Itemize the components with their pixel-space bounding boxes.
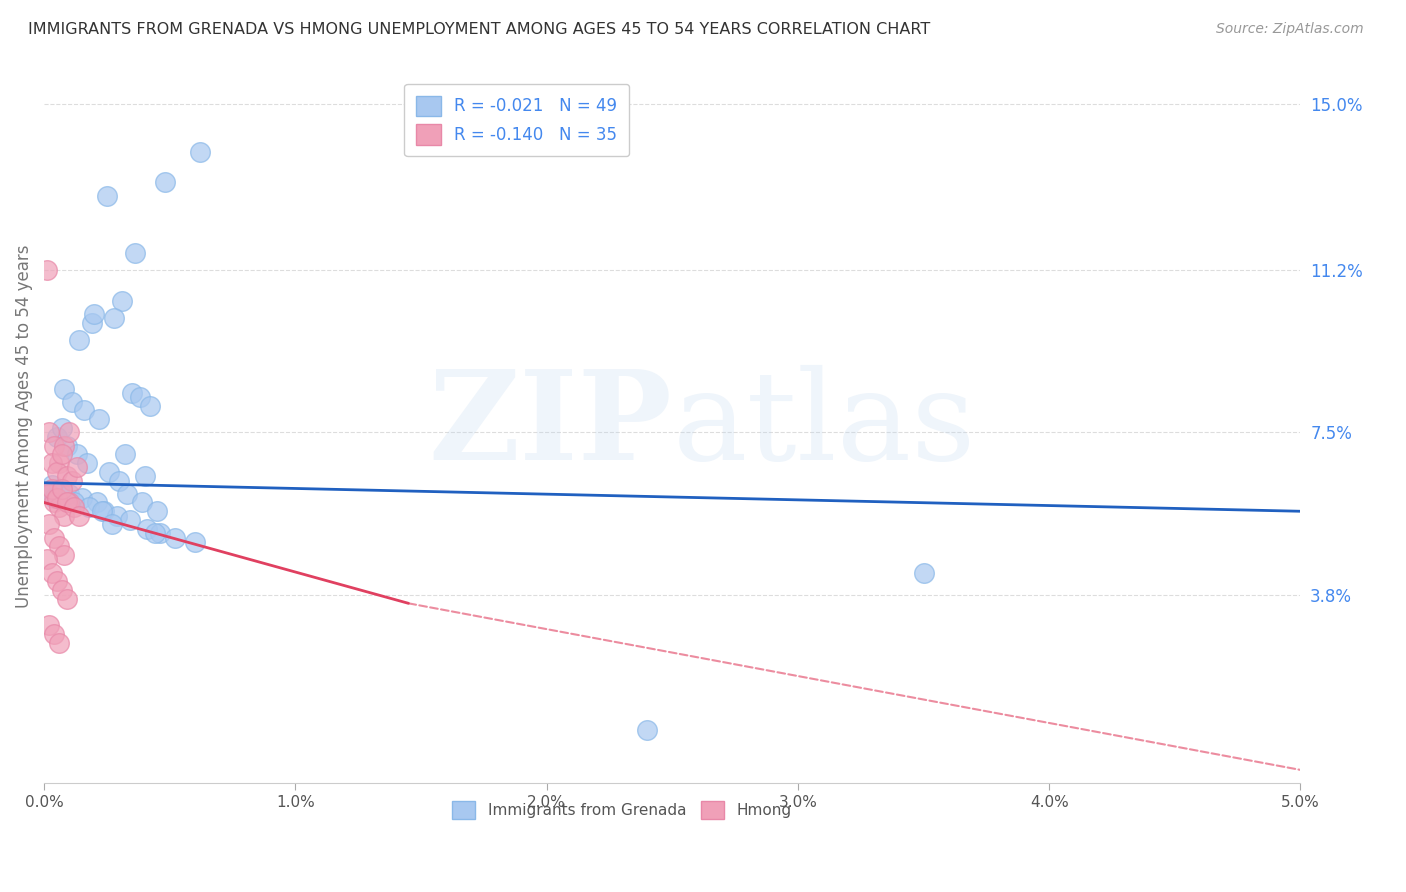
Point xyxy=(146,504,169,518)
Point xyxy=(48,483,70,497)
Point xyxy=(48,456,70,470)
Point xyxy=(41,483,63,497)
Point xyxy=(80,316,103,330)
Point xyxy=(38,487,60,501)
Point xyxy=(149,526,172,541)
Point xyxy=(101,517,124,532)
Point xyxy=(912,566,935,580)
Legend: Immigrants from Grenada, Hmong: Immigrants from Grenada, Hmong xyxy=(446,795,797,825)
Point xyxy=(636,723,658,738)
Point xyxy=(48,539,70,553)
Point xyxy=(188,145,211,159)
Point xyxy=(48,636,70,650)
Point xyxy=(98,465,121,479)
Y-axis label: Unemployment Among Ages 45 to 54 years: Unemployment Among Ages 45 to 54 years xyxy=(15,244,32,607)
Point xyxy=(48,500,70,514)
Text: atlas: atlas xyxy=(672,365,976,486)
Point xyxy=(55,591,77,606)
Point xyxy=(35,552,58,566)
Point xyxy=(66,447,89,461)
Point xyxy=(58,495,80,509)
Point xyxy=(103,311,125,326)
Point xyxy=(41,566,63,580)
Point xyxy=(53,382,76,396)
Point xyxy=(131,495,153,509)
Point xyxy=(60,394,83,409)
Point xyxy=(86,495,108,509)
Point xyxy=(93,504,115,518)
Point xyxy=(44,627,66,641)
Point xyxy=(55,469,77,483)
Point xyxy=(38,618,60,632)
Point xyxy=(35,263,58,277)
Point xyxy=(114,447,136,461)
Point xyxy=(163,531,186,545)
Point xyxy=(105,508,128,523)
Point xyxy=(70,491,93,505)
Point xyxy=(58,487,80,501)
Point xyxy=(51,583,73,598)
Point xyxy=(63,500,86,514)
Point xyxy=(96,188,118,202)
Point xyxy=(128,390,150,404)
Point xyxy=(45,465,67,479)
Text: Source: ZipAtlas.com: Source: ZipAtlas.com xyxy=(1216,22,1364,37)
Point xyxy=(76,456,98,470)
Point xyxy=(53,508,76,523)
Point xyxy=(41,456,63,470)
Point xyxy=(138,399,160,413)
Point xyxy=(73,403,96,417)
Point xyxy=(55,438,77,452)
Point xyxy=(51,447,73,461)
Point xyxy=(38,487,60,501)
Point xyxy=(118,513,141,527)
Point xyxy=(89,412,111,426)
Point xyxy=(153,176,176,190)
Point xyxy=(41,478,63,492)
Point xyxy=(38,425,60,440)
Point xyxy=(44,531,66,545)
Point xyxy=(63,495,86,509)
Point xyxy=(66,460,89,475)
Point xyxy=(55,495,77,509)
Point xyxy=(58,425,80,440)
Point xyxy=(51,483,73,497)
Point xyxy=(44,438,66,452)
Point xyxy=(111,293,134,308)
Point xyxy=(67,334,90,348)
Point xyxy=(108,474,131,488)
Point xyxy=(44,495,66,509)
Point xyxy=(79,500,101,514)
Point xyxy=(115,487,138,501)
Text: ZIP: ZIP xyxy=(429,366,672,486)
Point xyxy=(121,385,143,400)
Point xyxy=(60,474,83,488)
Point xyxy=(38,517,60,532)
Point xyxy=(45,491,67,505)
Point xyxy=(184,535,207,549)
Text: IMMIGRANTS FROM GRENADA VS HMONG UNEMPLOYMENT AMONG AGES 45 TO 54 YEARS CORRELAT: IMMIGRANTS FROM GRENADA VS HMONG UNEMPLO… xyxy=(28,22,931,37)
Point xyxy=(143,526,166,541)
Point xyxy=(134,469,156,483)
Point xyxy=(53,548,76,562)
Point xyxy=(45,430,67,444)
Point xyxy=(124,245,146,260)
Point xyxy=(45,574,67,589)
Point xyxy=(90,504,112,518)
Point xyxy=(53,438,76,452)
Point xyxy=(44,491,66,505)
Point xyxy=(67,508,90,523)
Point xyxy=(136,522,159,536)
Point xyxy=(51,421,73,435)
Point xyxy=(83,307,105,321)
